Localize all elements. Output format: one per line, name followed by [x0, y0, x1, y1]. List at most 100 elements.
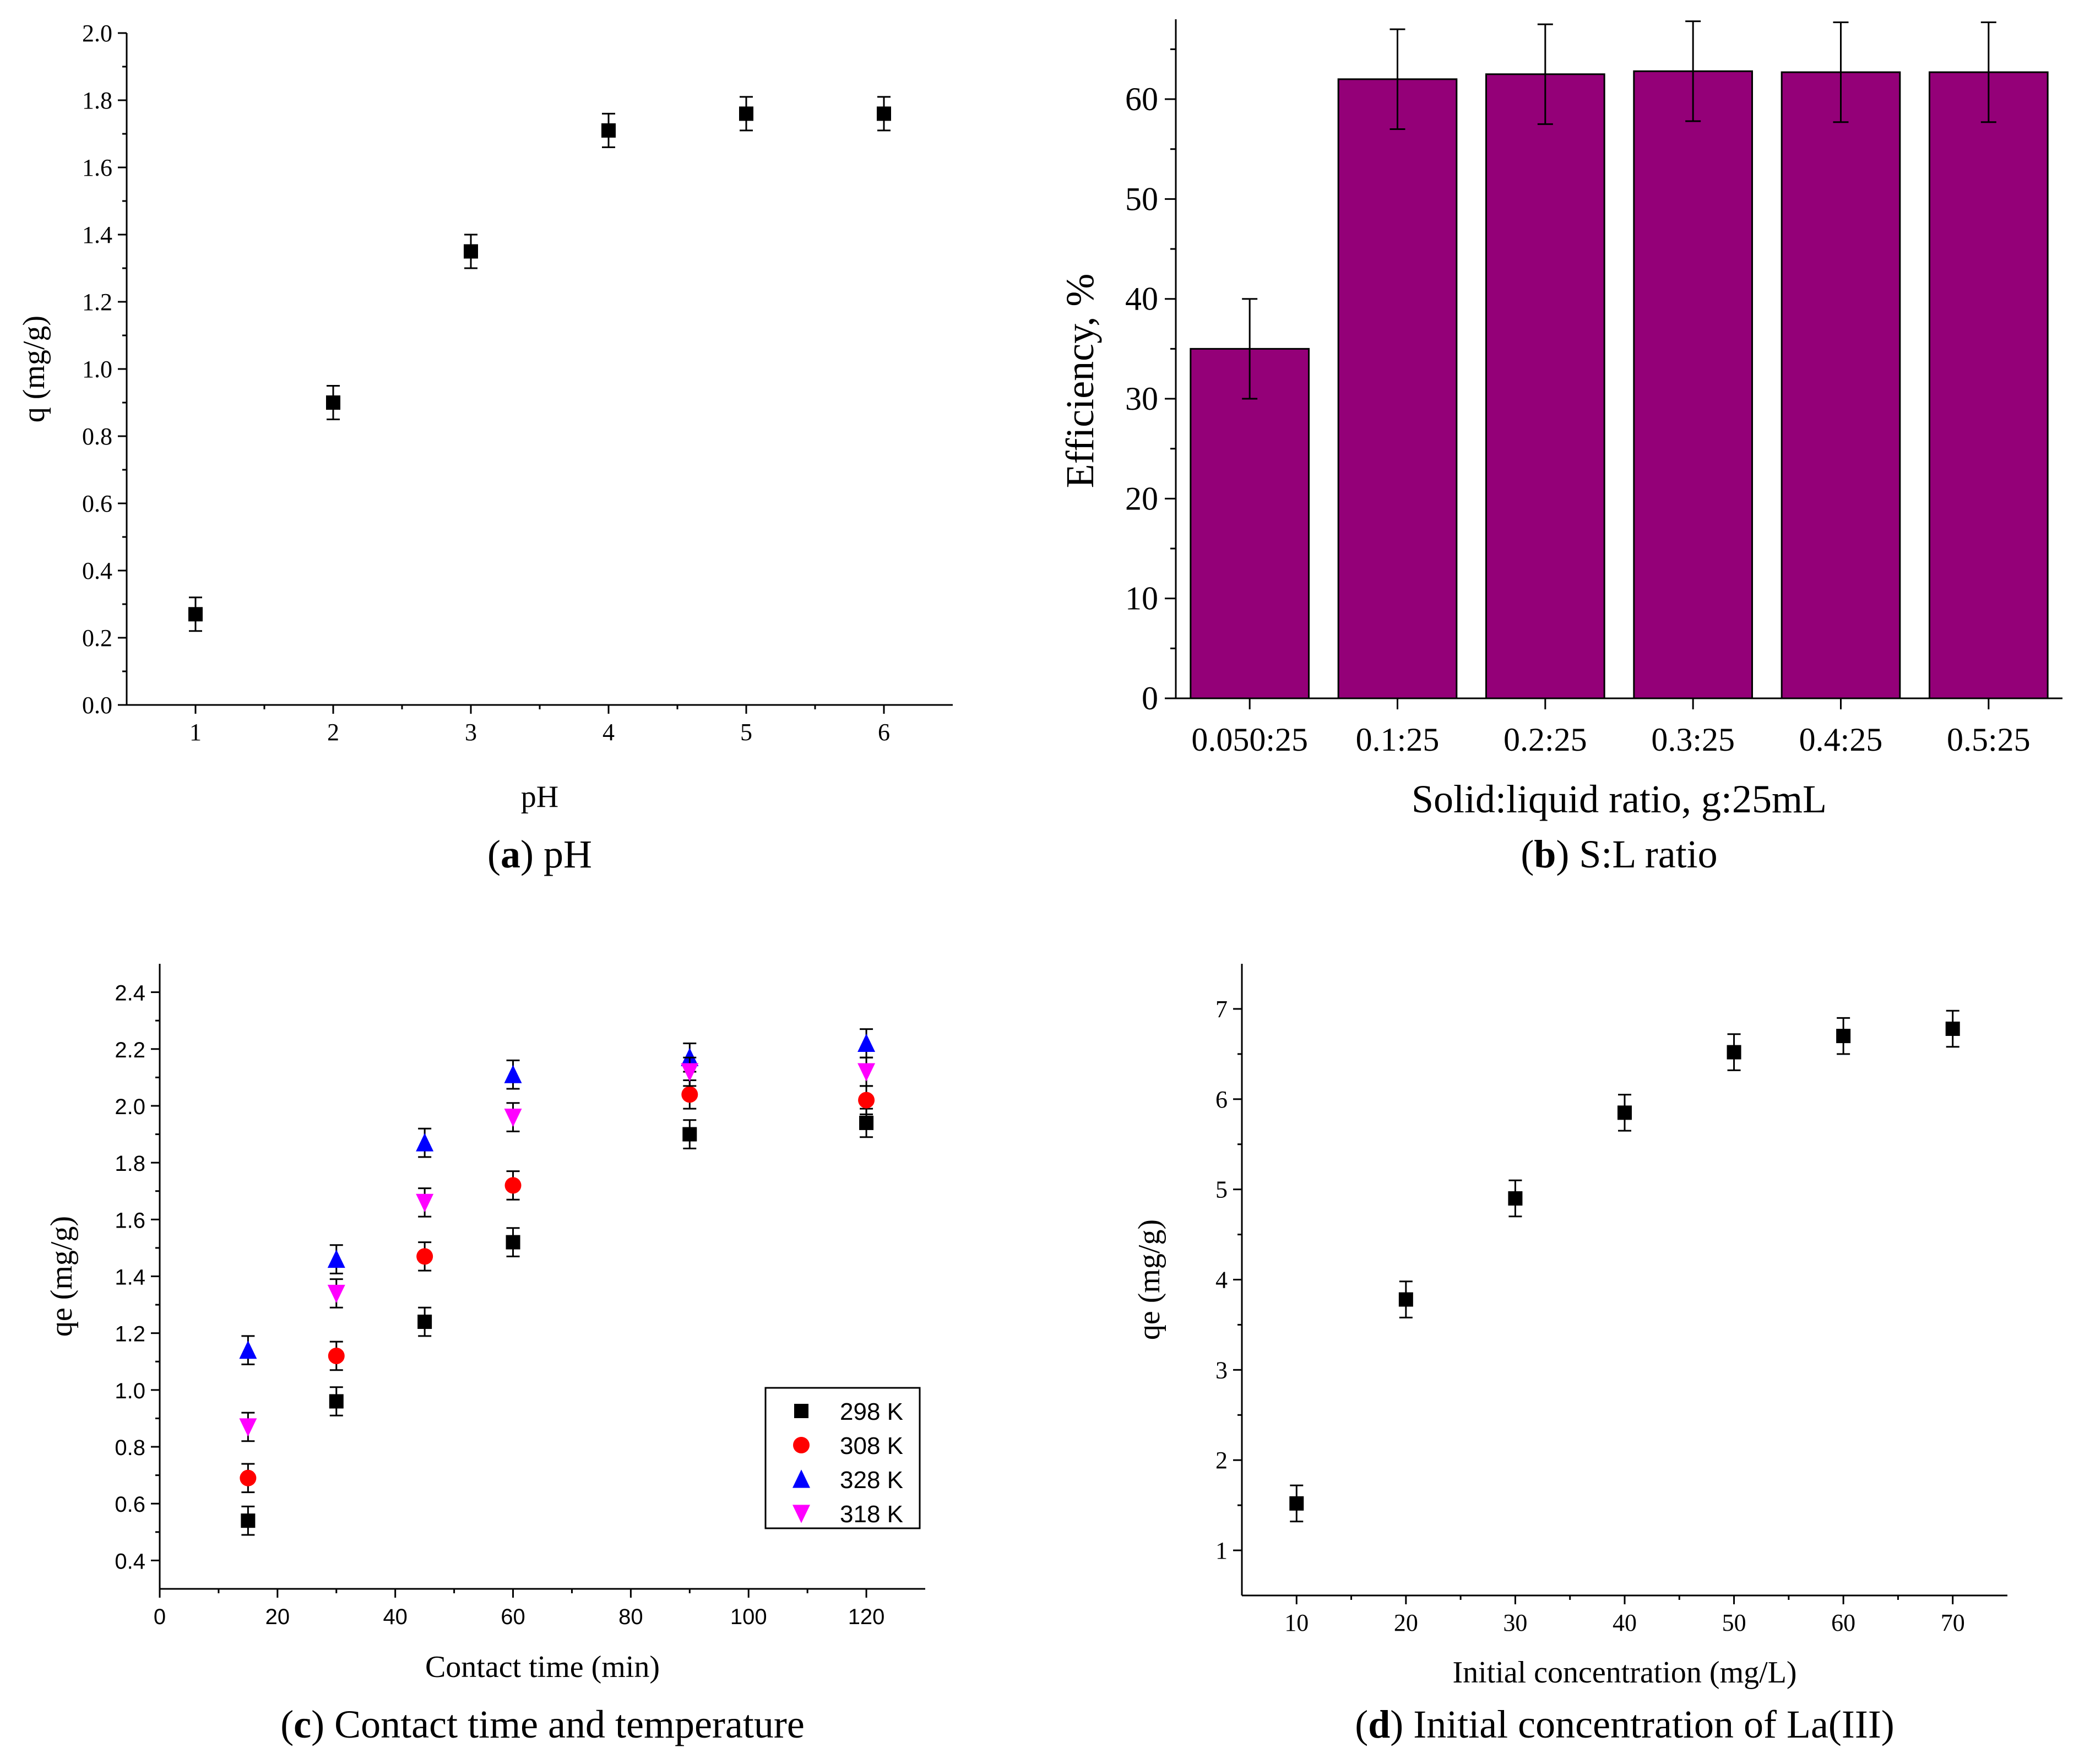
x-axis-label: Solid:liquid ratio, g:25mL — [1412, 777, 1827, 821]
bar — [1190, 348, 1310, 699]
x-axis-label: Initial concentration (mg/L) — [1452, 1656, 1796, 1690]
x-tick-label: 70 — [1941, 1609, 1965, 1636]
y-tick-label: 0.8 — [82, 423, 112, 450]
y-tick-label: 60 — [1125, 81, 1158, 117]
x-tick-label: 0.5:25 — [1947, 721, 2031, 758]
y-tick-label: 1 — [1215, 1537, 1228, 1564]
y-tick-label: 1.0 — [115, 1379, 145, 1403]
x-tick-label: 30 — [1503, 1609, 1527, 1636]
legend-box — [764, 1387, 921, 1529]
data-point — [188, 607, 203, 622]
y-tick-label: 1.6 — [115, 1208, 145, 1233]
y-tick-label: 1.2 — [115, 1322, 145, 1347]
data-point — [1508, 1191, 1523, 1206]
data-point — [416, 1133, 434, 1152]
x-tick-label: 50 — [1722, 1609, 1746, 1636]
x-tick-label: 3 — [465, 719, 477, 746]
legend-marker — [793, 1437, 810, 1453]
y-tick-label: 3 — [1215, 1356, 1228, 1383]
bar — [1929, 71, 2049, 699]
y-tick-label: 0.6 — [82, 490, 112, 517]
y-tick-label: 1.4 — [82, 221, 112, 248]
y-tick-label: 2.0 — [82, 20, 112, 47]
y-tick-label: 10 — [1125, 580, 1158, 617]
x-tick-label: 40 — [1613, 1609, 1637, 1636]
data-point — [326, 395, 340, 410]
data-point — [504, 1108, 522, 1127]
panel-d: 1 2 3 4 5 6 7 10 20 30 40 50 60 70 Initial concentrati… — [1132, 964, 2007, 1746]
x-tick-label: 0.050:25 — [1191, 721, 1308, 758]
data-point — [504, 1065, 522, 1083]
y-axis-label: qe (mg/g) — [45, 1216, 79, 1337]
caption-paren: ) — [311, 1702, 334, 1746]
caption-paren: ( — [280, 1702, 294, 1746]
panel-caption: (a) pH — [487, 832, 592, 876]
y-tick-label: 6 — [1215, 1086, 1228, 1113]
caption-letter: b — [1534, 832, 1556, 876]
x-axis-label: pH — [521, 780, 558, 814]
x-tick-label: 0.4:25 — [1799, 721, 1883, 758]
legend-marker — [792, 1505, 810, 1523]
x-tick-label: 80 — [618, 1605, 643, 1629]
legend-label: 298 K — [840, 1398, 903, 1425]
caption-paren: ( — [487, 832, 501, 876]
y-tick-label: 0.2 — [82, 625, 112, 652]
data-point — [506, 1235, 520, 1250]
data-point — [417, 1315, 432, 1329]
x-tick-label: 100 — [730, 1605, 767, 1629]
bar — [1781, 71, 1901, 699]
y-tick-label: 0.0 — [82, 692, 112, 719]
y-tick-label: 40 — [1125, 281, 1158, 317]
data-point — [1617, 1105, 1632, 1120]
data-point — [1289, 1496, 1304, 1511]
data-point — [1836, 1029, 1851, 1044]
y-axis-label: qe (mg/g) — [1132, 1219, 1166, 1340]
data-point — [681, 1063, 699, 1082]
data-point — [682, 1127, 697, 1142]
panel-c: 0.4 0.6 0.8 1.0 1.2 1.4 1.6 1.8 2.0 2.2 2.4 0 20 40 60… — [45, 964, 925, 1746]
data-point — [859, 1115, 874, 1130]
y-tick-label: 0.4 — [82, 557, 112, 584]
series-318-K — [239, 1056, 876, 1442]
y-tick-label: 0.8 — [115, 1436, 145, 1460]
data-point — [1398, 1292, 1413, 1307]
x-tick-label: 4 — [602, 719, 615, 746]
y-tick-label: 2.0 — [115, 1095, 145, 1119]
panel-caption: (d) Initial concentration of La(III) — [1355, 1702, 1895, 1746]
caption-letter: a — [501, 832, 520, 876]
series-308-K — [240, 1079, 875, 1494]
legend-label: 308 K — [840, 1432, 903, 1459]
caption-paren: ) — [520, 832, 544, 876]
data-point — [240, 1469, 257, 1486]
series-qe — [1289, 1009, 1960, 1523]
x-tick-label: 60 — [1831, 1609, 1855, 1636]
data-point — [329, 1394, 344, 1409]
caption-paren: ) — [1556, 832, 1579, 876]
legend-label: 328 K — [840, 1467, 903, 1494]
panel-b: 0 10 20 30 40 50 60 0.050:25 0.1:25 0.2:25 0.3:25 0… — [1058, 19, 2062, 876]
data-point — [504, 1177, 522, 1194]
y-tick-label: 2.4 — [115, 981, 145, 1006]
legend-label: 318 K — [840, 1501, 903, 1528]
x-tick-label: 1 — [189, 719, 202, 746]
x-tick-label: 0.2:25 — [1503, 721, 1587, 758]
y-tick-label: 1.2 — [82, 289, 112, 316]
series-298-K — [241, 1108, 874, 1536]
caption-letter: c — [294, 1702, 311, 1746]
y-tick-label: 2 — [1215, 1447, 1228, 1474]
data-point — [601, 123, 616, 138]
data-point — [464, 244, 478, 259]
data-point — [857, 1033, 876, 1052]
data-point — [739, 106, 753, 121]
caption-text: Contact time and temperature — [334, 1702, 805, 1746]
y-tick-label: 1.6 — [82, 154, 112, 181]
y-tick-label: 4 — [1215, 1267, 1228, 1294]
x-tick-label: 20 — [265, 1605, 290, 1629]
x-tick-label: 60 — [501, 1605, 525, 1629]
y-tick-label: 1.0 — [82, 356, 112, 383]
data-point — [858, 1092, 875, 1109]
data-point — [239, 1340, 257, 1359]
data-point — [328, 1347, 345, 1364]
caption-text: pH — [544, 832, 592, 876]
y-tick-label: 30 — [1125, 381, 1158, 417]
